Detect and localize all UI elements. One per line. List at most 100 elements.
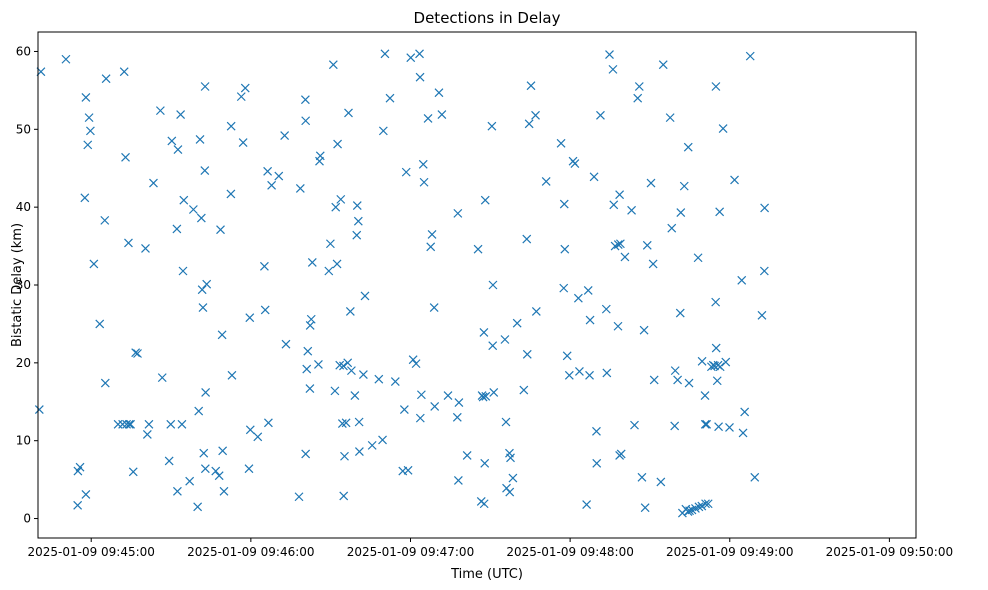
data-point-marker: [281, 339, 291, 349]
data-point-marker: [646, 178, 656, 188]
data-point-marker: [259, 261, 269, 271]
data-point-marker: [274, 171, 284, 181]
data-point-marker: [263, 166, 273, 176]
data-point-marker: [157, 373, 167, 383]
data-point-marker: [488, 341, 498, 351]
y-axis-ticks: 0 10 20 30 40 50 60: [16, 44, 38, 526]
y-tick-label: 30: [16, 278, 31, 292]
data-point-marker: [401, 167, 411, 177]
data-point-marker: [226, 189, 236, 199]
data-point-marker: [679, 181, 689, 191]
data-point-marker: [172, 224, 182, 234]
data-point-marker: [303, 346, 313, 356]
data-point-marker: [684, 378, 694, 388]
data-point-marker: [700, 391, 710, 400]
data-point-marker: [100, 378, 110, 388]
data-point-marker: [637, 472, 647, 482]
x-tick-label: 2025-01-09 09:46:00: [187, 545, 314, 559]
data-point-marker: [176, 110, 186, 119]
data-point-marker: [328, 60, 338, 70]
data-point-marker: [73, 500, 83, 510]
chart-title: Detections in Delay: [414, 9, 561, 27]
data-point-marker: [214, 471, 224, 481]
data-point-marker: [198, 303, 208, 312]
data-point-marker: [670, 366, 680, 376]
data-point-marker: [556, 138, 566, 148]
data-point-marker: [141, 243, 150, 253]
data-point-marker: [245, 425, 255, 435]
data-point-marker: [75, 462, 85, 472]
x-tick-label: 2025-01-09 09:50:00: [826, 545, 953, 559]
data-point-marker: [505, 487, 515, 497]
data-point-marker: [346, 366, 356, 376]
data-point-marker: [217, 330, 227, 340]
data-point-marker: [633, 93, 643, 103]
data-point-marker: [519, 385, 529, 395]
data-point-marker: [602, 368, 612, 378]
data-point-marker: [426, 242, 436, 252]
data-point-marker: [34, 405, 44, 414]
data-point-marker: [443, 391, 453, 400]
data-point-marker: [100, 215, 110, 225]
data-point-marker: [745, 51, 755, 61]
data-point-marker: [639, 325, 649, 335]
data-point-marker: [83, 140, 93, 150]
data-point-marker: [564, 370, 574, 380]
data-point-marker: [330, 386, 340, 396]
data-point-marker: [238, 138, 248, 147]
data-point-marker: [434, 88, 444, 98]
data-point-marker: [280, 131, 290, 140]
data-point-marker: [236, 92, 246, 102]
data-point-marker: [408, 355, 418, 365]
data-markers: [34, 49, 770, 518]
data-point-marker: [423, 113, 433, 123]
data-point-marker: [712, 376, 722, 386]
data-point-marker: [118, 419, 128, 429]
data-point-marker: [642, 240, 652, 250]
x-axis-ticks: 2025-01-09 09:45:00 2025-01-09 09:46:00 20…: [27, 538, 953, 559]
data-point-marker: [380, 49, 390, 59]
data-point-marker: [592, 458, 602, 468]
data-point-marker: [216, 225, 225, 235]
data-point-marker: [526, 81, 536, 91]
data-point-marker: [324, 266, 334, 276]
x-tick-label: 2025-01-09 09:49:00: [666, 545, 793, 559]
data-point-marker: [415, 49, 424, 59]
data-point-marker: [685, 506, 695, 516]
data-point-marker: [178, 266, 188, 276]
data-point-marker: [559, 199, 569, 209]
data-point-marker: [301, 116, 311, 126]
data-point-marker: [700, 419, 710, 429]
data-point-marker: [570, 159, 580, 168]
data-point-marker: [314, 359, 323, 369]
data-point-marker: [200, 82, 210, 91]
data-point-marker: [350, 391, 360, 400]
data-point-marker: [267, 180, 277, 190]
data-point-marker: [479, 499, 489, 509]
data-point-marker: [462, 451, 472, 460]
data-point-marker: [128, 467, 138, 477]
data-point-marker: [430, 402, 440, 411]
data-point-marker: [702, 419, 712, 429]
data-point-marker: [649, 375, 659, 385]
data-point-marker: [730, 175, 739, 185]
data-point-marker: [253, 432, 263, 442]
x-tick-label: 2025-01-09 09:45:00: [27, 545, 154, 559]
data-point-marker: [390, 377, 400, 386]
data-point-marker: [415, 413, 425, 423]
data-point-marker: [418, 159, 428, 169]
data-point-marker: [582, 500, 592, 509]
data-point-marker: [452, 412, 462, 422]
data-point-marker: [345, 307, 355, 316]
data-point-marker: [385, 93, 395, 103]
data-point-marker: [201, 388, 211, 397]
data-point-marker: [218, 446, 228, 456]
data-point-marker: [124, 238, 133, 248]
data-point-marker: [378, 435, 387, 445]
data-point-marker: [711, 343, 721, 353]
y-tick-label: 0: [23, 512, 31, 526]
data-point-marker: [353, 216, 363, 226]
data-point-marker: [522, 234, 532, 244]
data-point-marker: [575, 366, 584, 376]
data-point-marker: [305, 384, 315, 393]
